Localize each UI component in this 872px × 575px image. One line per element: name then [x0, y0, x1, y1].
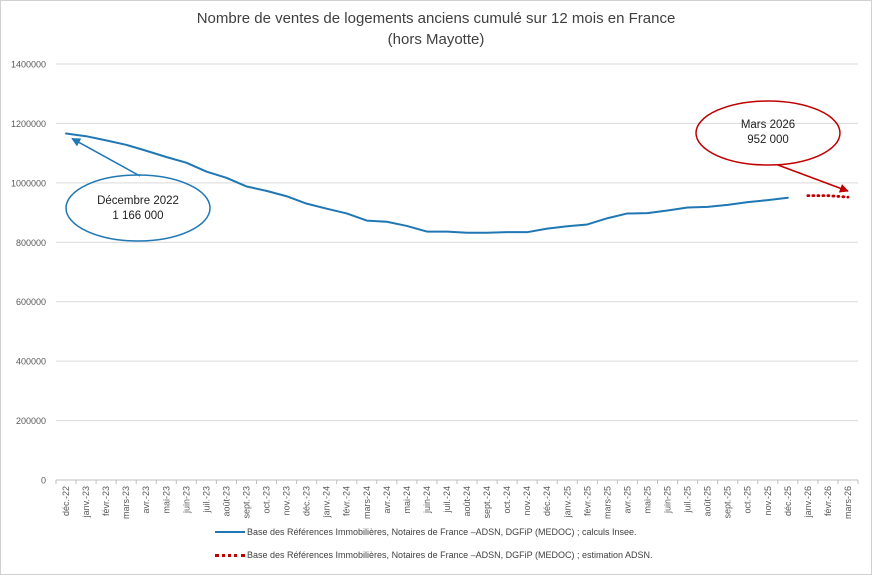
legend-entry-estimate: Base des Références Immobilières, Notair…: [215, 550, 652, 560]
x-tick-label: août-23: [221, 486, 231, 517]
y-tick-label: 1000000: [11, 178, 46, 188]
x-tick-label: juil.-24: [442, 486, 452, 514]
annotation-text-end: 952 000: [747, 134, 789, 146]
legend-label-estimate: Base des Références Immobilières, Notair…: [247, 550, 653, 560]
x-tick-label: mars-23: [121, 486, 131, 519]
x-tick-label: avr.-25: [622, 486, 632, 514]
x-tick-label: déc.-24: [542, 486, 552, 516]
annotation-ellipse-end: [695, 100, 841, 166]
x-tick-label: juin-23: [181, 486, 191, 514]
x-tick-label: août-24: [462, 486, 472, 517]
y-tick-label: 200000: [16, 416, 46, 426]
x-tick-label: sept.-24: [482, 486, 492, 519]
x-tick-label: juin-24: [422, 486, 432, 514]
legend-swatch-dotted: [215, 553, 245, 557]
x-tick-label: févr.-24: [342, 486, 352, 516]
x-tick-label: janv.-24: [322, 486, 332, 518]
legend-swatch-solid: [215, 531, 245, 533]
annotation-arrow-end: [777, 164, 849, 193]
x-tick-label: mars-26: [843, 486, 853, 519]
x-tick-label: nov.-24: [522, 486, 532, 515]
y-tick-label: 800000: [16, 238, 46, 248]
x-tick-label: mai-23: [161, 486, 171, 514]
x-tick-label: nov.-23: [282, 486, 292, 515]
x-tick-label: mai-25: [642, 486, 652, 514]
x-tick-label: févr.-23: [101, 486, 111, 516]
x-tick-label: juil.-25: [683, 486, 693, 514]
x-tick-label: mars-25: [602, 486, 612, 519]
x-tick-label: août-25: [703, 486, 713, 517]
series-line-estimate: [806, 194, 850, 199]
x-tick-label: janv.-23: [81, 486, 91, 518]
y-tick-label: 1400000: [11, 60, 46, 70]
annotation-arrow-start: [71, 137, 141, 177]
y-tick-label: 400000: [16, 357, 46, 367]
y-tick-label: 600000: [16, 297, 46, 307]
annotation-text-start: 1 166 000: [112, 210, 163, 222]
x-tick-label: janv.-25: [562, 486, 572, 518]
annotation-text-end: Mars 2026: [741, 119, 795, 131]
legend-label-observed: Base des Références Immobilières, Notair…: [247, 527, 637, 537]
x-tick-label: déc.-23: [302, 486, 312, 516]
chart-title: Nombre de ventes de logements anciens cu…: [196, 10, 676, 27]
x-tick-label: déc.-22: [61, 486, 71, 516]
series-line-observed: [65, 132, 789, 234]
x-tick-label: oct.-24: [502, 486, 512, 514]
legend-entry-observed: Base des Références Immobilières, Notair…: [215, 527, 636, 537]
x-tick-label: sept.-23: [241, 486, 251, 519]
x-tick-label: mai-24: [402, 486, 412, 514]
x-tick-label: nov.-25: [763, 486, 773, 515]
x-tick-label: févr.-25: [582, 486, 592, 516]
x-tick-label: oct.-25: [743, 486, 753, 514]
x-tick-label: févr.-26: [823, 486, 833, 516]
x-tick-label: avr.-23: [141, 486, 151, 514]
chart-subtitle: (hors Mayotte): [387, 31, 485, 48]
x-tick-label: avr.-24: [382, 486, 392, 514]
x-tick-label: oct.-23: [262, 486, 272, 514]
x-tick-label: janv.-26: [803, 486, 813, 518]
x-tick-label: mars-24: [362, 486, 372, 519]
x-tick-label: juil.-23: [201, 486, 211, 514]
y-tick-label: 0: [41, 476, 46, 486]
x-tick-label: déc.-25: [783, 486, 793, 516]
annotation-ellipse-start: [65, 174, 211, 242]
x-tick-label: sept.-25: [723, 486, 733, 519]
annotation-text-start: Décembre 2022: [97, 195, 179, 207]
y-tick-label: 1200000: [11, 119, 46, 129]
x-tick-label: juin-25: [663, 486, 673, 514]
